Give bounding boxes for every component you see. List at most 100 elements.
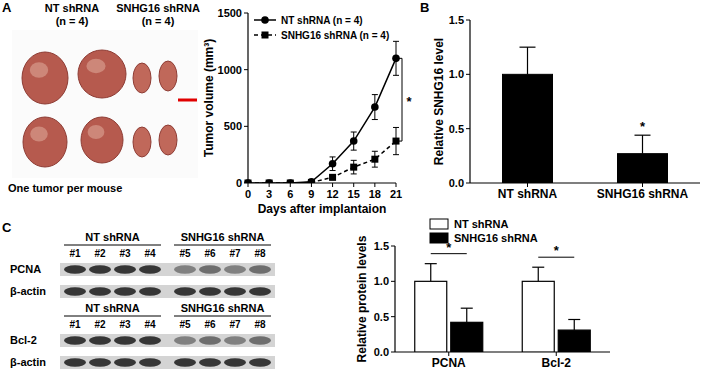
significance: * (406, 94, 412, 109)
error-bar (393, 127, 399, 154)
blot-row-label: Bcl-2 (10, 334, 37, 346)
y-tick (466, 183, 470, 184)
error-cap (568, 319, 580, 320)
error-stem (574, 319, 575, 330)
blot-band (89, 358, 111, 366)
tumor (159, 61, 177, 91)
x-tick (396, 183, 397, 187)
lane-label: #4 (144, 248, 156, 259)
y-axis-label: Tumor volume (mm³) (202, 39, 216, 157)
blot-band (174, 265, 196, 273)
marker (287, 180, 294, 184)
blot-band (174, 287, 196, 295)
error-cap (425, 263, 437, 264)
blot-band (249, 336, 271, 344)
bar (558, 330, 590, 352)
error-bar (425, 264, 437, 282)
error-cap (330, 170, 336, 171)
blot-row-label: PCNA (10, 263, 41, 275)
error-cap (393, 154, 399, 155)
legend-marker (262, 32, 269, 39)
blot-group-label: NT shRNA (85, 231, 139, 243)
series-line (248, 141, 396, 183)
group-label: SNHG16 shRNA (116, 2, 200, 14)
error-bar (372, 95, 378, 120)
bar (451, 322, 483, 352)
marker (371, 103, 379, 111)
y-tick-label: 500 (224, 120, 242, 132)
error-bar (351, 160, 357, 174)
group-underline (64, 245, 161, 246)
group-n: (n = 4) (142, 15, 175, 27)
blot-group-label: SNHG16 shRNA (181, 302, 265, 314)
error-bar (372, 151, 378, 167)
blot-band (64, 358, 86, 366)
x-tick-label: 12 (326, 188, 338, 200)
significance-bracket (399, 58, 402, 141)
error-bar (532, 267, 544, 281)
x-tick-label: 0 (245, 188, 251, 200)
blot-group-label: NT shRNA (85, 302, 139, 314)
group-label: NT shRNA (45, 2, 99, 14)
tumor-highlight (30, 127, 48, 142)
lane-label: #2 (94, 319, 106, 330)
lane-label: #6 (204, 319, 216, 330)
error-stem (538, 267, 539, 281)
y-tick-label: 0.0 (374, 346, 389, 358)
y-tick (244, 126, 248, 127)
x-tick (311, 183, 312, 187)
x-tick-label: Bcl-2 (542, 356, 572, 370)
x-tick-label: NT shRNA (498, 187, 558, 201)
marker (265, 179, 273, 183)
blot-band (139, 265, 161, 273)
marker (371, 156, 378, 163)
tumor (23, 117, 67, 167)
blot-group-label: SNHG16 shRNA (181, 231, 265, 243)
tumor (22, 52, 68, 104)
lane-label: #7 (229, 319, 241, 330)
significance: * (554, 243, 560, 258)
tumor-highlight (86, 59, 105, 73)
blot-band (224, 358, 246, 366)
blot-band (64, 336, 86, 344)
blot-band (139, 358, 161, 366)
error-cap (635, 135, 651, 136)
legend-swatch (430, 233, 448, 243)
x-tick (290, 183, 291, 187)
page: { "panel_labels": ["A", "B", "C"], "phot… (0, 0, 709, 374)
x-tick-label: 6 (287, 188, 293, 200)
error-cap (351, 132, 357, 133)
y-tick-label: 0.5 (374, 311, 389, 323)
marker (286, 179, 294, 183)
blot-row-label: β-actin (10, 285, 46, 297)
y-axis-label: Relative protein levels (355, 235, 369, 362)
tumor-photo: NT shRNA(n = 4)SNHG16 shRNA(n = 4)One tu… (8, 2, 200, 194)
panel-label: A (2, 0, 12, 15)
tumor (159, 125, 177, 155)
legend-marker (261, 16, 269, 24)
panel-label: C (2, 220, 12, 235)
figure: ABCNT shRNA(n = 4)SNHG16 shRNA(n = 4)One… (0, 0, 709, 374)
y-tick-label: 1.0 (374, 275, 389, 287)
blot-band (224, 336, 246, 344)
marker (393, 138, 400, 145)
x-tick (353, 183, 354, 187)
lane-label: #3 (119, 248, 131, 259)
blot-band (89, 287, 111, 295)
marker (350, 137, 358, 145)
blot-row-label: β-actin (10, 356, 46, 368)
legend-label: SNHG16 shRNA (n = 4) (281, 30, 389, 41)
x-tick-label: 21 (390, 188, 402, 200)
legend-label: NT shRNA (n = 4) (281, 15, 363, 26)
blot-band (114, 287, 136, 295)
bar (503, 74, 553, 183)
lane-label: #8 (254, 248, 266, 259)
scale-bar (178, 99, 197, 102)
x-tick-label: 15 (348, 188, 360, 200)
error-bar (635, 135, 651, 153)
y-tick (466, 20, 470, 21)
blot-band (174, 336, 196, 344)
photo-background (12, 30, 198, 178)
series-line (248, 58, 396, 183)
lane-label: #4 (144, 319, 156, 330)
